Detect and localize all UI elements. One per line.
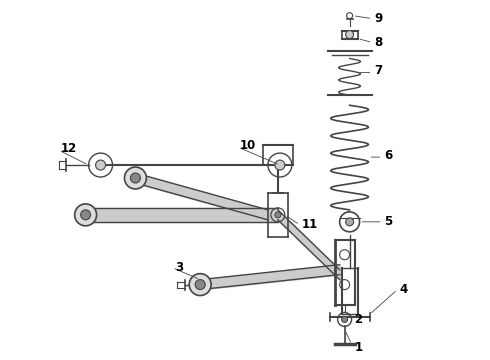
Circle shape xyxy=(275,212,281,218)
Circle shape xyxy=(124,167,147,189)
Text: 5: 5 xyxy=(385,215,392,228)
Text: 4: 4 xyxy=(399,283,408,296)
Circle shape xyxy=(130,173,141,183)
Circle shape xyxy=(275,160,285,170)
Text: 12: 12 xyxy=(61,141,77,155)
Text: 1: 1 xyxy=(355,341,363,354)
Text: 3: 3 xyxy=(175,261,183,274)
Circle shape xyxy=(342,316,347,323)
Circle shape xyxy=(345,31,354,39)
Text: 6: 6 xyxy=(385,149,392,162)
Text: 9: 9 xyxy=(374,12,383,25)
Text: 8: 8 xyxy=(374,36,383,49)
Circle shape xyxy=(189,274,211,296)
Circle shape xyxy=(74,204,97,226)
Text: 7: 7 xyxy=(374,64,383,77)
Text: 10: 10 xyxy=(240,139,256,152)
Circle shape xyxy=(96,160,105,170)
Circle shape xyxy=(81,210,91,220)
Circle shape xyxy=(345,218,354,226)
Text: 2: 2 xyxy=(355,313,363,326)
Text: 11: 11 xyxy=(302,218,318,231)
Circle shape xyxy=(195,280,205,289)
